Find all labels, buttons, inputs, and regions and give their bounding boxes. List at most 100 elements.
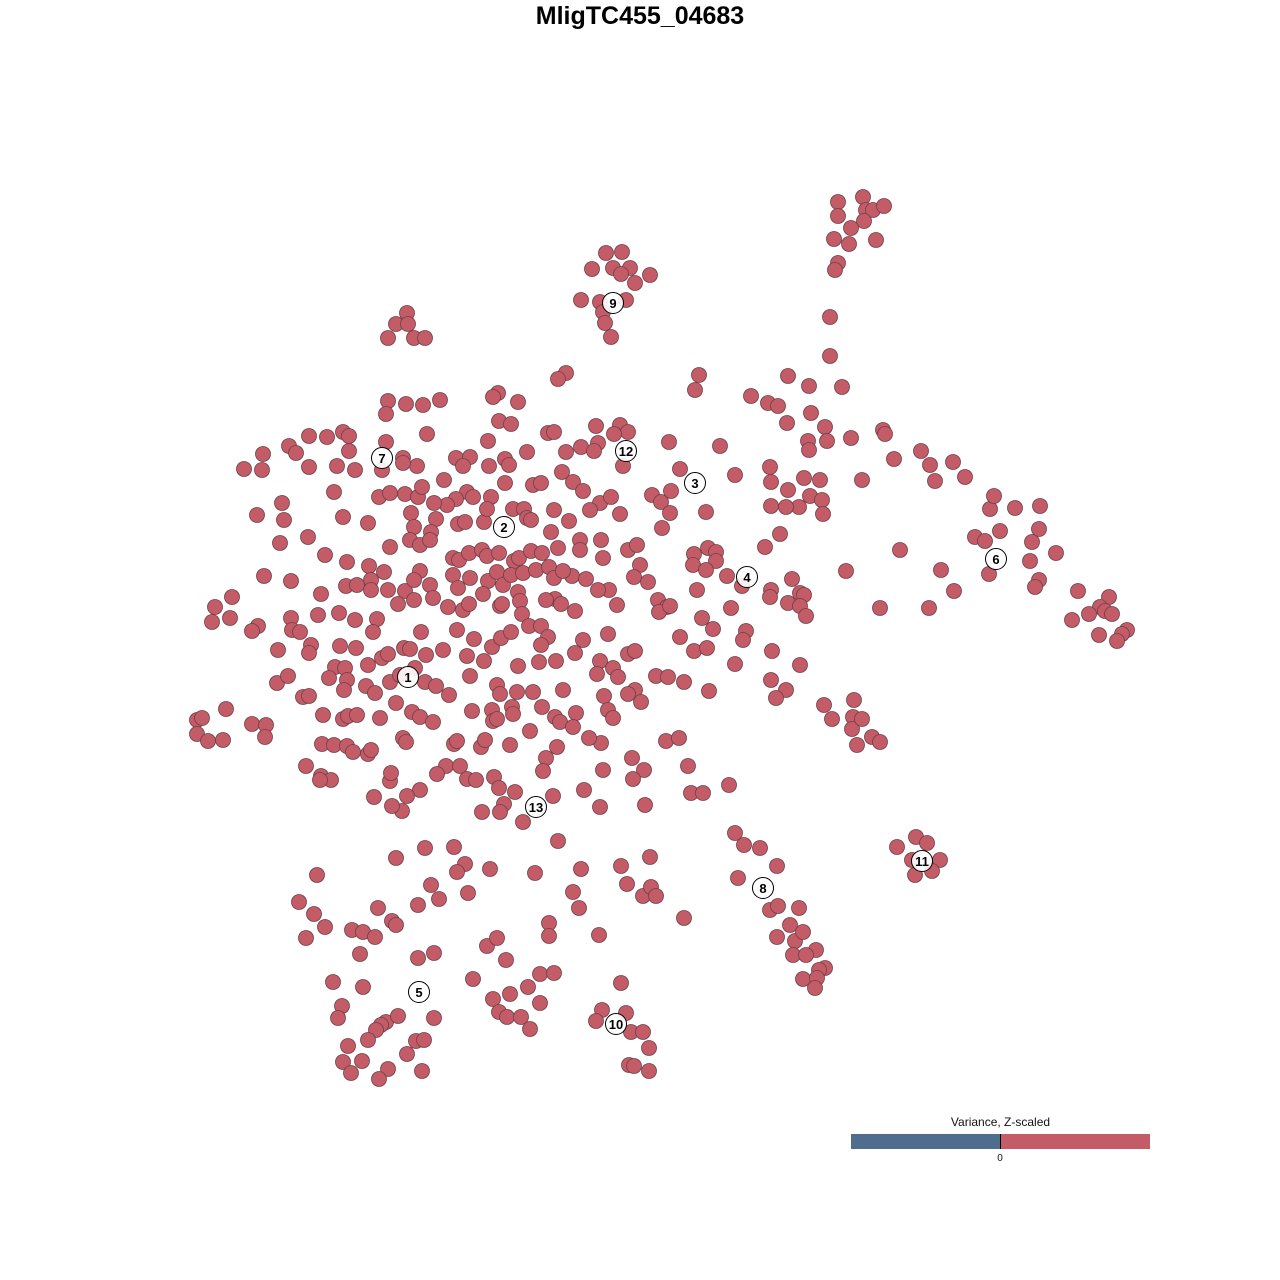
- data-point: [432, 392, 448, 408]
- data-point: [817, 419, 833, 435]
- data-point: [422, 577, 438, 593]
- cluster-label-badge: [602, 292, 624, 314]
- data-point: [727, 825, 743, 841]
- cluster-label: 2: [493, 516, 515, 538]
- data-point: [507, 784, 523, 800]
- data-point: [626, 1058, 642, 1074]
- data-point: [567, 603, 583, 619]
- data-point: [417, 330, 433, 346]
- data-point: [627, 275, 643, 291]
- data-point: [397, 486, 413, 502]
- data-point: [743, 388, 759, 404]
- data-point: [653, 494, 669, 510]
- data-point: [603, 329, 619, 345]
- data-point: [414, 479, 430, 495]
- data-point: [449, 733, 465, 749]
- data-point: [1024, 534, 1040, 550]
- data-point: [1070, 583, 1086, 599]
- data-point: [663, 483, 679, 499]
- data-point: [546, 424, 562, 440]
- data-point: [1091, 627, 1107, 643]
- data-point: [485, 991, 501, 1007]
- data-point: [319, 429, 335, 445]
- data-point: [426, 495, 442, 511]
- data-point: [872, 734, 888, 750]
- data-point: [635, 1024, 651, 1040]
- data-point: [236, 461, 252, 477]
- data-point: [310, 607, 326, 623]
- data-point: [573, 861, 589, 877]
- data-point: [515, 814, 531, 830]
- legend-high-segment: [1000, 1134, 1150, 1149]
- data-point: [584, 261, 600, 277]
- data-point: [363, 582, 379, 598]
- data-point: [844, 721, 860, 737]
- cluster-label-badge: [371, 447, 393, 469]
- data-point: [856, 213, 872, 229]
- data-point: [414, 1063, 430, 1079]
- cluster-label: 13: [525, 796, 547, 818]
- data-point: [395, 455, 411, 471]
- data-point: [371, 1071, 387, 1087]
- data-point: [575, 632, 591, 648]
- data-point: [546, 965, 562, 981]
- data-point: [330, 1010, 346, 1026]
- data-point: [345, 744, 361, 760]
- cluster-label-badge: [736, 566, 758, 588]
- cluster-label: 1: [397, 666, 419, 688]
- data-point: [671, 730, 687, 746]
- data-point: [849, 737, 865, 753]
- data-point: [588, 1013, 604, 1029]
- data-point: [468, 772, 484, 788]
- data-point: [763, 474, 779, 490]
- data-point: [642, 267, 658, 283]
- data-point: [769, 858, 785, 874]
- data-point: [1048, 545, 1064, 561]
- cluster-label-badge: [408, 981, 430, 1003]
- data-point: [592, 653, 608, 669]
- data-point: [627, 643, 643, 659]
- data-point: [349, 577, 365, 593]
- data-point: [541, 928, 557, 944]
- data-point: [834, 379, 850, 395]
- data-point: [406, 572, 422, 588]
- data-point: [633, 694, 649, 710]
- data-point: [312, 772, 328, 788]
- data-point: [502, 737, 518, 753]
- data-point: [384, 798, 400, 814]
- data-point: [481, 458, 497, 474]
- data-point: [822, 348, 838, 364]
- data-point: [367, 929, 383, 945]
- data-point: [600, 626, 616, 642]
- data-point: [412, 782, 428, 798]
- data-point: [620, 424, 636, 440]
- data-point: [477, 732, 493, 748]
- data-point: [352, 946, 368, 962]
- data-point: [596, 688, 612, 704]
- data-point: [719, 568, 735, 584]
- data-point: [625, 771, 641, 787]
- data-point: [814, 492, 830, 508]
- data-point: [416, 1032, 432, 1048]
- data-point: [510, 658, 526, 674]
- data-point: [482, 861, 498, 877]
- data-point: [795, 924, 811, 940]
- data-point: [812, 472, 828, 488]
- data-point: [515, 565, 531, 581]
- data-point: [605, 710, 621, 726]
- data-point: [784, 571, 800, 587]
- data-point: [491, 545, 507, 561]
- data-point: [855, 189, 871, 205]
- data-point: [355, 979, 371, 995]
- data-point: [613, 858, 629, 874]
- data-point: [335, 509, 351, 525]
- data-point: [301, 459, 317, 475]
- data-point: [846, 692, 862, 708]
- data-point: [535, 763, 551, 779]
- data-point: [292, 624, 308, 640]
- data-point: [591, 927, 607, 943]
- data-point: [1027, 579, 1043, 595]
- data-point: [476, 653, 492, 669]
- data-point: [721, 777, 737, 793]
- data-point: [523, 512, 539, 528]
